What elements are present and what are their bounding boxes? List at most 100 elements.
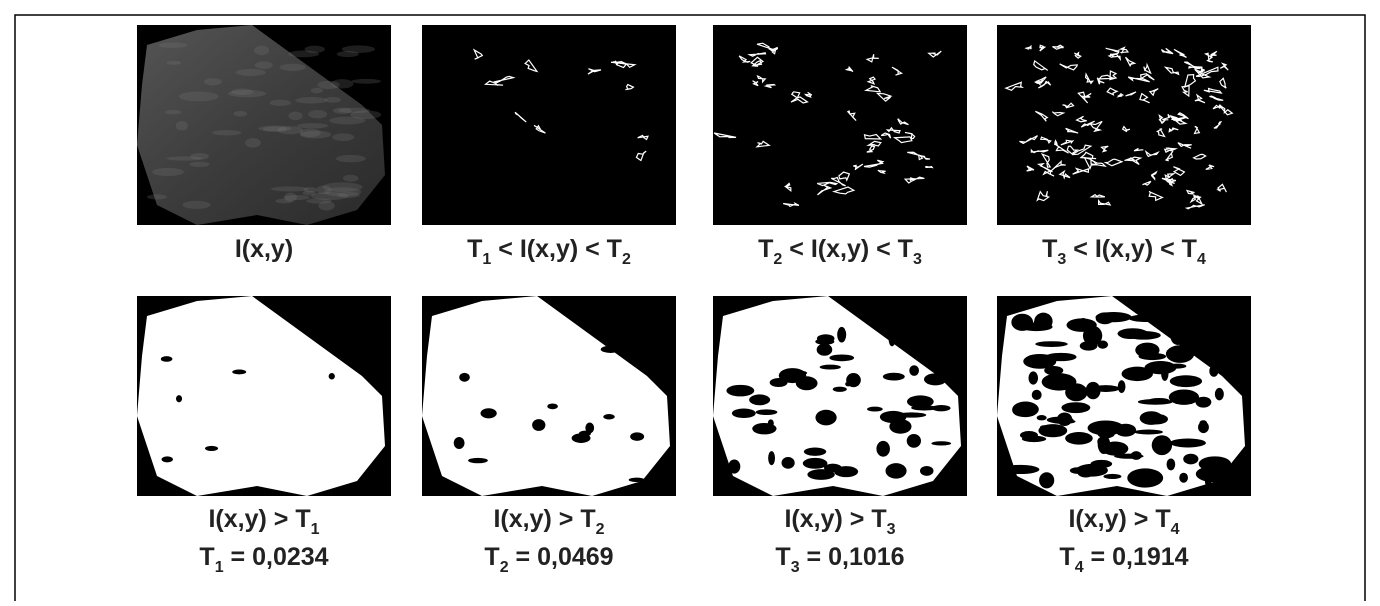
mask-hole	[920, 466, 934, 476]
mask-hole	[886, 463, 907, 478]
texture	[280, 64, 306, 71]
texture	[303, 191, 316, 196]
caption-subscript: 3	[913, 251, 922, 268]
mask-hole	[796, 376, 818, 390]
mask-hole	[1035, 341, 1068, 347]
image-panel	[137, 25, 391, 225]
image-panel	[713, 25, 967, 225]
mask-hole	[1195, 308, 1225, 325]
texture	[297, 123, 328, 128]
mask-hole	[837, 327, 846, 343]
mask-hole	[1102, 442, 1128, 456]
mask-hole	[1022, 436, 1046, 442]
mask-hole	[803, 458, 828, 469]
caption-subscript: 4	[1075, 559, 1084, 576]
texture	[190, 153, 209, 160]
mask-hole	[728, 459, 740, 473]
mask-hole	[782, 457, 795, 469]
mask-hole	[833, 387, 847, 392]
image-panel	[137, 296, 391, 496]
texture	[165, 110, 181, 114]
caption-subscript: 2	[622, 251, 631, 268]
mask-hole	[1045, 353, 1076, 361]
mask-hole	[768, 419, 774, 426]
image-panel	[997, 25, 1251, 225]
caption-text: T	[758, 235, 773, 263]
caption-subscript: 1	[482, 251, 491, 268]
image-panel	[422, 25, 676, 225]
mask-hole	[1090, 460, 1112, 468]
caption-text: < I(x,y) < T	[1066, 235, 1197, 263]
caption-subscript: 4	[1197, 251, 1206, 268]
caption-text: I(x,y) > T	[208, 505, 310, 533]
caption-text: I(x,y) > T	[1068, 505, 1170, 533]
caption-text: = 0,0469	[509, 543, 614, 571]
texture	[333, 108, 352, 114]
texture	[343, 175, 358, 182]
caption-text: T	[199, 543, 214, 571]
mask-hole	[749, 394, 770, 405]
mask-hole	[1166, 345, 1194, 363]
mask-hole	[889, 332, 896, 347]
texture	[176, 121, 188, 130]
caption: I(x,y) > T2​	[493, 505, 604, 538]
mask-hole	[1028, 371, 1038, 384]
mask-hole	[732, 409, 756, 418]
texture	[204, 78, 222, 85]
mask-hole	[1001, 465, 1039, 474]
texture	[336, 155, 366, 162]
texture	[258, 126, 291, 132]
mask-hole	[1167, 458, 1176, 470]
texture	[233, 111, 247, 116]
mask-hole	[1065, 383, 1087, 401]
caption: T4​ = 0,1914	[1059, 543, 1188, 576]
mask-hole	[1039, 472, 1054, 488]
caption-text: = 0,0234	[224, 543, 329, 571]
texture	[152, 168, 184, 176]
caption-subscript: 2	[500, 559, 509, 576]
mask-hole	[1200, 420, 1207, 425]
mask-hole	[1152, 435, 1172, 455]
caption: T1​ < I(x,y) < T2​	[467, 235, 631, 268]
caption-subscript: 2	[596, 521, 605, 538]
mask-hole	[585, 422, 594, 433]
mask-hole	[924, 373, 947, 385]
mask-hole	[454, 437, 465, 449]
texture	[351, 79, 381, 84]
mask-hole	[1170, 438, 1206, 447]
mask-hole	[846, 373, 861, 387]
mask-hole	[909, 365, 919, 376]
caption-subscript: 3	[791, 559, 800, 576]
caption-text: = 0,1914	[1084, 543, 1189, 571]
texture	[147, 194, 167, 199]
caption-subscript: 3	[1057, 251, 1066, 268]
caption: T3​ < I(x,y) < T4​	[1042, 235, 1206, 268]
mask-hole	[1127, 468, 1163, 487]
texture	[331, 79, 353, 88]
mask-hole	[1203, 322, 1232, 327]
caption: T2​ < I(x,y) < T3​	[758, 235, 922, 268]
caption-subscript: 3	[887, 521, 896, 538]
mask-hole	[1134, 430, 1163, 435]
mask-hole	[787, 370, 807, 375]
caption-text: T	[484, 543, 499, 571]
caption-text: T	[1059, 543, 1074, 571]
mask-hole	[907, 434, 921, 448]
mask-hole	[1096, 312, 1132, 322]
mask-hole	[329, 373, 335, 379]
mask-hole	[1037, 415, 1047, 420]
mask-hole	[1196, 466, 1233, 482]
mask-hole	[1169, 389, 1199, 404]
texture	[311, 192, 348, 200]
texture	[350, 110, 381, 119]
caption-text: T	[775, 543, 790, 571]
mask-hole	[1051, 419, 1076, 424]
caption-text: = 0,1016	[800, 543, 905, 571]
mask-hole	[1149, 398, 1169, 402]
mask-hole	[1183, 454, 1198, 465]
mask-hole	[883, 373, 905, 381]
mask-hole	[1215, 388, 1224, 400]
mask-hole	[931, 441, 951, 445]
caption-subscript: 2	[773, 251, 782, 268]
caption: I(x,y)	[235, 235, 293, 263]
